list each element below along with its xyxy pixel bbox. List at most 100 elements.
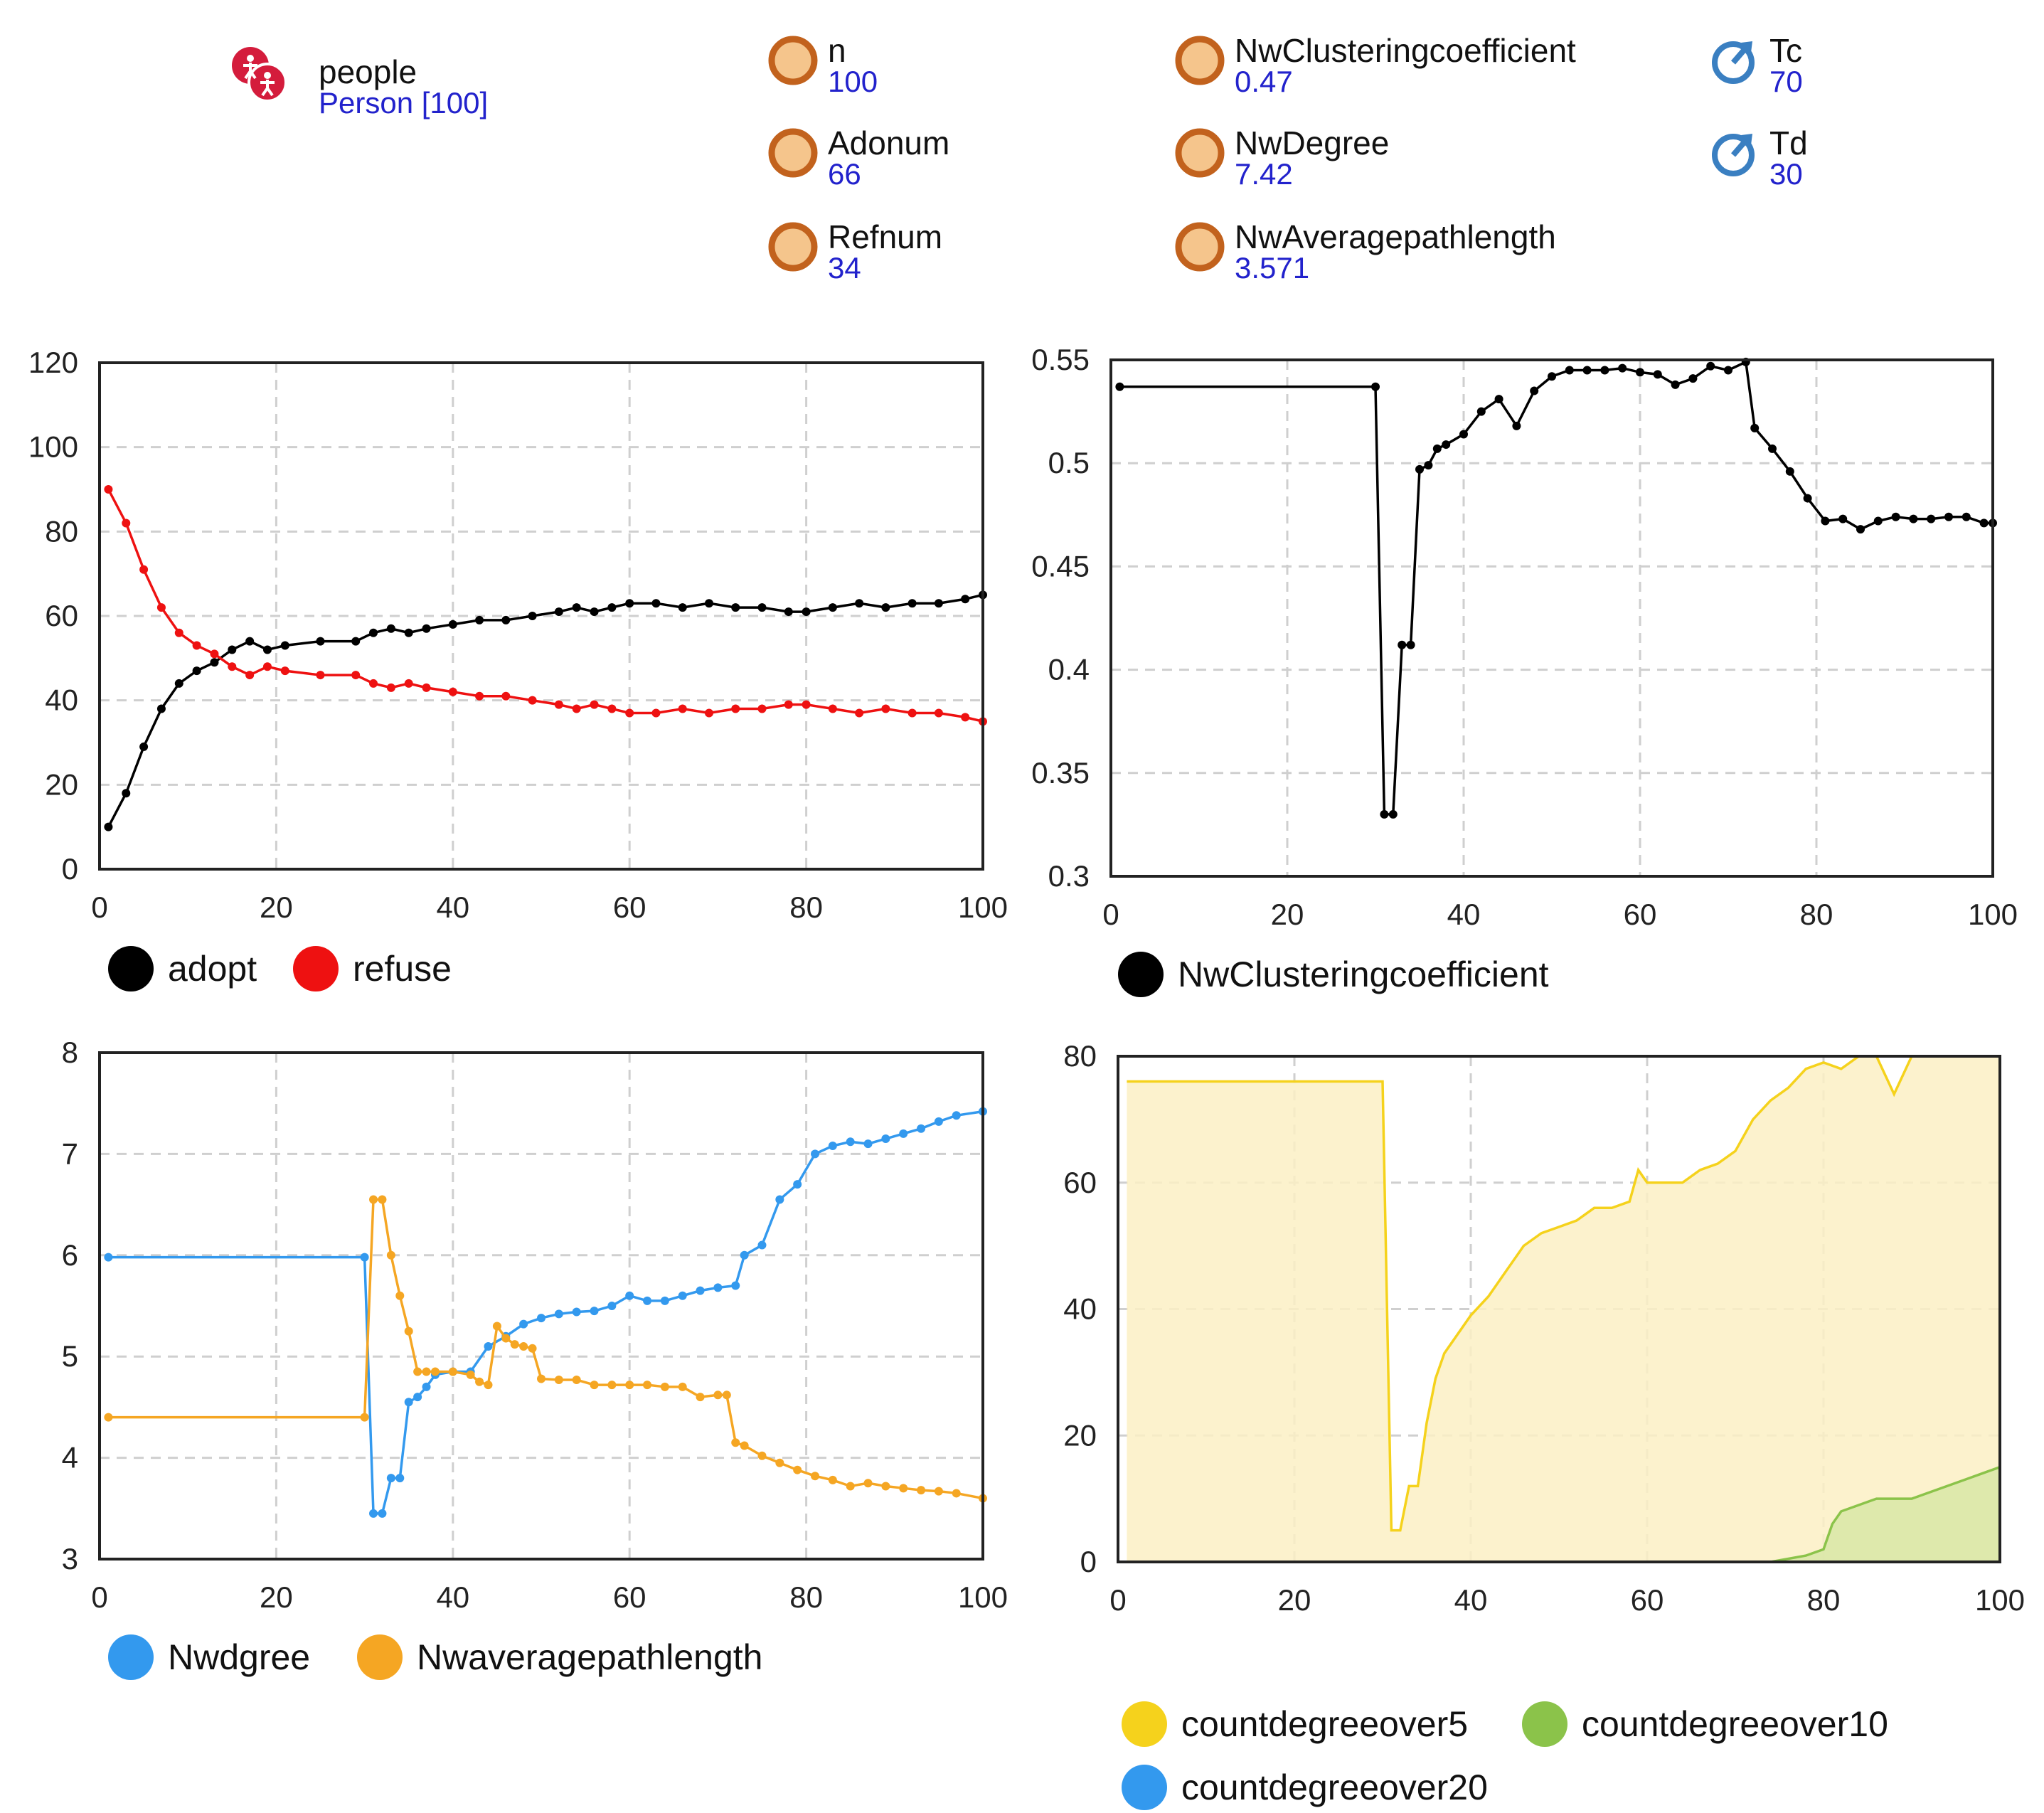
legend-swatch	[108, 1634, 154, 1680]
param-value: 100	[828, 65, 878, 98]
legend-item-countdegreeover10[interactable]: countdegreeover10	[1522, 1701, 1888, 1747]
data-point-NwClusteringcoefficient	[1671, 380, 1680, 389]
legend-label: countdegreeover5	[1181, 1704, 1468, 1744]
x-tick-label: 0	[91, 890, 107, 924]
data-point-refuse	[590, 700, 599, 709]
data-point-NwClusteringcoefficient	[1459, 430, 1468, 439]
series-line-adopt	[107, 593, 984, 828]
param-adonum[interactable]: Adonum 66	[768, 124, 950, 189]
data-point-NwClusteringcoefficient	[1856, 525, 1865, 534]
data-point-refuse	[731, 704, 740, 713]
param-deg[interactable]: NwDegree 7.42	[1175, 127, 1389, 191]
legend-label: countdegreeover10	[1582, 1704, 1888, 1744]
data-point-refuse	[704, 708, 713, 718]
data-point-refuse	[855, 708, 864, 718]
data-point-Nwdgree	[811, 1149, 820, 1159]
x-tick-label: 0	[1109, 1583, 1126, 1617]
x-tick-label: 20	[1271, 898, 1304, 931]
param-n[interactable]: n 100	[768, 34, 878, 98]
y-tick-label: 3	[62, 1542, 78, 1575]
legend-item-Nwdgree[interactable]: Nwdgree	[108, 1634, 310, 1680]
data-point-Nwdgree	[731, 1281, 740, 1290]
plot-area	[1109, 358, 1994, 878]
param-value: 70	[1769, 65, 1803, 98]
data-point-refuse	[678, 704, 687, 713]
param-name: NwClusteringcoefficient	[1235, 32, 1576, 69]
data-point-Nwdgree	[554, 1309, 563, 1319]
timer-icon	[1712, 134, 1755, 176]
data-point-refuse	[934, 708, 943, 718]
x-tick-label: 40	[1454, 1583, 1488, 1617]
data-point-Nwaveragepathlength	[696, 1393, 705, 1402]
legend-item-NwClusteringcoefficient[interactable]: NwClusteringcoefficient	[1118, 952, 1549, 997]
data-point-adopt	[156, 704, 166, 713]
data-point-Nwaveragepathlength	[775, 1458, 784, 1467]
data-point-adopt	[351, 637, 361, 646]
data-point-NwClusteringcoefficient	[1891, 512, 1900, 521]
data-point-NwClusteringcoefficient	[1636, 368, 1644, 377]
param-cc[interactable]: NwClusteringcoefficient 0.47	[1175, 32, 1576, 98]
y-tick-label: 0.35	[1031, 756, 1090, 789]
data-point-NwClusteringcoefficient	[1724, 366, 1732, 375]
y-tick-label: 4	[62, 1441, 78, 1474]
data-point-adopt	[404, 628, 413, 637]
data-point-Nwaveragepathlength	[369, 1195, 378, 1204]
data-point-Nwaveragepathlength	[811, 1472, 820, 1481]
data-point-NwClusteringcoefficient	[1653, 370, 1662, 379]
data-point-NwClusteringcoefficient	[1768, 444, 1777, 453]
legend-swatch	[293, 946, 339, 991]
legend-swatch	[1118, 952, 1164, 997]
data-point-NwClusteringcoefficient	[1944, 512, 1953, 521]
data-point-Nwdgree	[696, 1286, 705, 1295]
legend-swatch	[108, 946, 154, 991]
legend-item-countdegreeover5[interactable]: countdegreeover5	[1122, 1701, 1468, 1747]
data-point-refuse	[572, 704, 581, 713]
data-point-Nwaveragepathlength	[828, 1475, 837, 1484]
data-point-Nwaveragepathlength	[492, 1322, 501, 1331]
y-tick-label: 0.55	[1031, 343, 1090, 376]
data-point-refuse	[122, 519, 131, 528]
param-apl[interactable]: NwAveragepathlength 3.571	[1175, 220, 1556, 283]
data-point-Nwaveragepathlength	[793, 1465, 802, 1474]
data-point-refuse	[262, 662, 272, 671]
y-tick-label: 40	[45, 684, 78, 717]
legend-item-refuse[interactable]: refuse	[293, 946, 452, 991]
data-point-refuse	[802, 700, 811, 709]
param-refnum[interactable]: Refnum 34	[768, 220, 942, 283]
legend-item-Nwaveragepathlength[interactable]: Nwaveragepathlength	[357, 1634, 762, 1680]
data-point-Nwdgree	[881, 1134, 890, 1144]
data-point-NwClusteringcoefficient	[1512, 421, 1521, 430]
param-name: Adonum	[828, 124, 950, 161]
data-point-refuse	[228, 662, 237, 671]
x-tick-label: 80	[1807, 1583, 1841, 1617]
legend-item-countdegreeover20[interactable]: countdegreeover20	[1122, 1765, 1488, 1810]
x-tick-label: 20	[1278, 1583, 1311, 1617]
data-point-Nwaveragepathlength	[722, 1391, 731, 1400]
data-point-NwClusteringcoefficient	[1688, 374, 1698, 383]
x-tick-label: 80	[789, 890, 823, 924]
data-point-Nwdgree	[395, 1474, 405, 1483]
data-point-Nwaveragepathlength	[466, 1370, 475, 1379]
data-point-Nwaveragepathlength	[757, 1451, 767, 1460]
data-point-Nwdgree	[757, 1240, 767, 1250]
param-tc[interactable]: Tc 70	[1710, 34, 1803, 98]
y-tick-label: 0	[62, 852, 78, 886]
data-point-adopt	[280, 641, 289, 650]
data-point-adopt	[448, 620, 457, 629]
x-tick-label: 40	[436, 1580, 469, 1614]
legend-item-adopt[interactable]: adopt	[108, 946, 257, 991]
plot-area	[98, 361, 984, 871]
data-point-NwClusteringcoefficient	[1371, 382, 1380, 391]
param-value: 0.47	[1235, 65, 1293, 98]
data-point-Nwaveragepathlength	[537, 1374, 545, 1383]
data-point-Nwdgree	[917, 1124, 926, 1133]
param-value: 7.42	[1235, 157, 1293, 191]
data-point-Nwdgree	[422, 1382, 431, 1391]
data-point-adopt	[210, 658, 219, 667]
data-point-adopt	[316, 637, 325, 646]
data-point-NwClusteringcoefficient	[1909, 514, 1918, 523]
data-point-refuse	[351, 671, 361, 680]
param-td[interactable]: Td 30	[1710, 127, 1808, 189]
data-point-Nwdgree	[678, 1291, 687, 1300]
